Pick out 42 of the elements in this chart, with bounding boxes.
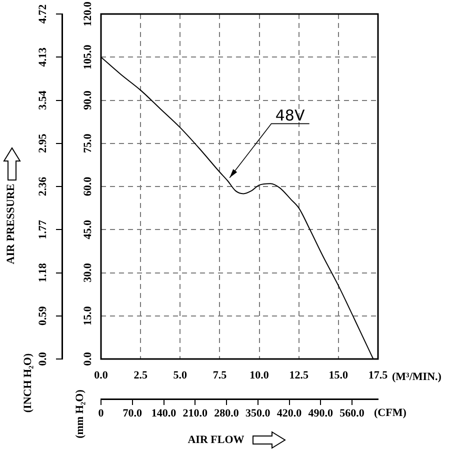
x2-tick-label: 420.0 bbox=[276, 407, 302, 420]
x2-axis-title: (CFM) bbox=[374, 406, 407, 419]
x2-tick-label: 0 bbox=[98, 407, 104, 420]
y-tick-label: 75.0 bbox=[82, 133, 94, 153]
y2-tick-label: 3.54 bbox=[36, 90, 49, 110]
y-tick-label: 45.0 bbox=[82, 220, 94, 240]
x2-tick-label: 280.0 bbox=[214, 407, 240, 420]
x2-tick-label: 140.0 bbox=[151, 407, 177, 420]
y2-axis-title: (INCH H₂O) bbox=[22, 353, 34, 413]
y-tick-label: 120.0 bbox=[82, 1, 94, 26]
y-tick-label: 90.0 bbox=[82, 90, 94, 110]
y-tick-label: 0.0 bbox=[82, 352, 94, 366]
x2-tick-label: 210.0 bbox=[182, 407, 208, 420]
x-tick-label: 5.0 bbox=[173, 369, 188, 382]
text: AIR PRESSURE bbox=[4, 184, 17, 264]
x-tick-label: 10.0 bbox=[250, 369, 270, 382]
text: 48V bbox=[275, 106, 306, 125]
x2-tick-label: 350.0 bbox=[246, 407, 271, 420]
y-tick-label: 15.0 bbox=[82, 306, 94, 326]
x2-tick-label: 70.0 bbox=[122, 407, 142, 420]
x-tick-label: 7.5 bbox=[212, 369, 228, 382]
text: AIR FLOW bbox=[188, 434, 244, 446]
y-axis-title: (mm H₂O) bbox=[74, 389, 86, 438]
x2-tick-label: 560.0 bbox=[340, 407, 365, 420]
y2-tick-label: 4.13 bbox=[36, 47, 49, 67]
y2-tick-label: 0.59 bbox=[36, 306, 49, 326]
x-tick-label: 17.5 bbox=[368, 369, 388, 382]
y2-tick-label: 4.72 bbox=[36, 4, 49, 24]
y-tick-label: 30.0 bbox=[82, 262, 94, 282]
x-tick-label: 0.0 bbox=[94, 369, 108, 382]
x-tick-label: 12.5 bbox=[289, 369, 309, 382]
x-tick-label: 15.0 bbox=[328, 369, 349, 382]
y-tick-label: 60.0 bbox=[82, 176, 94, 196]
y2-tick-label: 0.0 bbox=[36, 352, 49, 366]
x-axis-title: (M³/MIN.) bbox=[392, 370, 442, 383]
x2-tick-label: 490.0 bbox=[308, 407, 334, 420]
x-tick-label: 2.5 bbox=[134, 369, 148, 382]
y2-tick-label: 2.36 bbox=[36, 176, 49, 196]
y-tick-label: 105.0 bbox=[82, 44, 94, 70]
y2-tick-label: 1.18 bbox=[36, 262, 49, 282]
y2-tick-label: 1.77 bbox=[36, 220, 49, 240]
y2-tick-label: 2.95 bbox=[36, 133, 49, 153]
